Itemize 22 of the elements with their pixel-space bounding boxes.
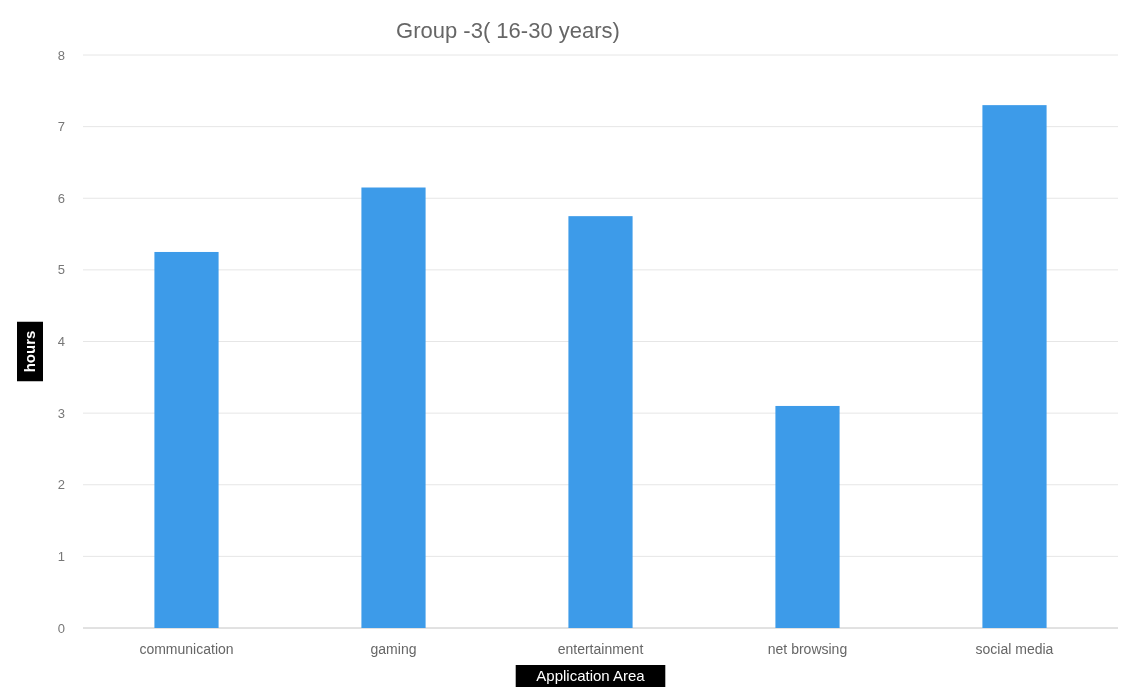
bar: [568, 216, 633, 628]
bar: [154, 251, 219, 628]
bar: [982, 105, 1047, 628]
y-tick-label: 4: [57, 334, 65, 350]
y-tick-label: 6: [57, 190, 65, 206]
x-tick-label: communication: [139, 641, 234, 657]
x-tick-label: gaming: [370, 641, 417, 657]
y-tick-label: 5: [57, 262, 65, 278]
bar: [361, 187, 426, 628]
chart-title: Group -3( 16-30 years): [396, 18, 620, 43]
bar: [775, 405, 840, 628]
y-tick-label: 2: [57, 477, 65, 493]
y-tick-label: 7: [57, 119, 65, 135]
x-tick-label: social media: [975, 641, 1054, 657]
y-tick-label: 8: [57, 47, 65, 63]
y-tick-label: 1: [57, 548, 65, 564]
y-axis-title: hours: [21, 330, 38, 373]
x-tick-label: net browsing: [767, 641, 848, 657]
y-tick-label: 0: [57, 620, 65, 636]
x-axis-title: Application Area: [536, 667, 646, 684]
x-tick-label: entertainment: [557, 641, 644, 657]
y-tick-label: 3: [57, 405, 65, 421]
